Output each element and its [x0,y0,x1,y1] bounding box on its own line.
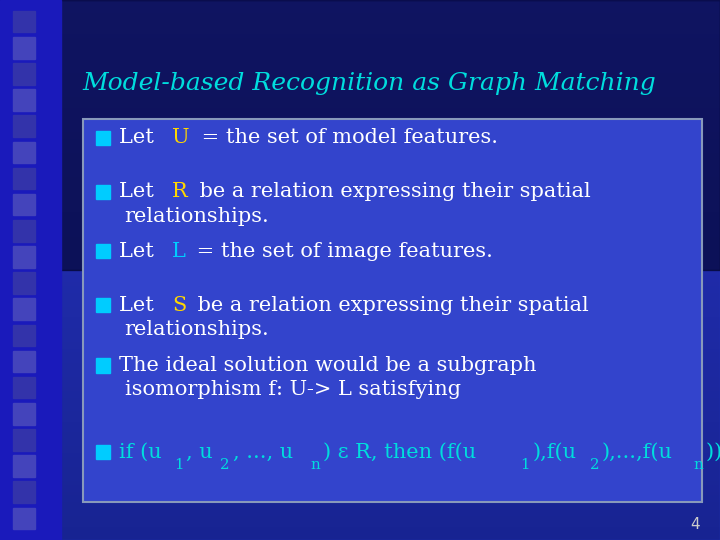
Text: 1: 1 [521,458,530,472]
Bar [96,131,110,145]
Text: if (u: if (u [119,442,161,462]
Bar [13,116,35,137]
Bar [0,0,720,270]
Text: Let: Let [119,241,161,261]
Text: 1: 1 [174,458,184,472]
Bar [13,350,35,372]
Bar [13,37,35,58]
Text: Let: Let [119,128,161,147]
Text: R: R [172,182,188,201]
Bar [13,325,35,346]
Text: 2: 2 [220,458,230,472]
Bar [13,194,35,215]
Text: n: n [310,458,320,472]
Text: relationships.: relationships. [125,206,269,226]
Bar [96,244,110,258]
Bar [13,141,35,163]
Bar [13,508,35,529]
Bar [96,359,110,373]
Bar [13,89,35,111]
Text: Model-based Recognition as Graph Matching: Model-based Recognition as Graph Matchin… [83,72,657,95]
Bar [13,299,35,320]
Bar [96,445,110,459]
Text: = the set of model features.: = the set of model features. [195,128,498,147]
Text: L: L [172,241,186,261]
Text: be a relation expressing their spatial: be a relation expressing their spatial [191,295,588,315]
Text: relationships.: relationships. [125,320,269,339]
Bar [13,455,35,477]
Bar [13,482,35,503]
Text: U: U [172,128,190,147]
Text: ),...,f(u: ),...,f(u [602,442,673,462]
Bar [96,298,110,312]
Text: n: n [693,458,703,472]
Bar [13,63,35,85]
Bar [83,119,702,502]
Text: ) ε R, then (f(u: ) ε R, then (f(u [323,442,476,462]
Text: Let: Let [119,295,161,315]
Text: 4: 4 [690,517,700,532]
Text: be a relation expressing their spatial: be a relation expressing their spatial [193,182,590,201]
Bar [96,185,110,199]
Bar [13,11,35,32]
Bar [13,220,35,241]
Bar [13,403,35,424]
Text: , u: , u [186,442,212,462]
Text: S: S [172,295,186,315]
Text: )) ε S: )) ε S [706,442,720,462]
Text: The ideal solution would be a subgraph: The ideal solution would be a subgraph [119,356,536,375]
Text: isomorphism f: U-> L satisfying: isomorphism f: U-> L satisfying [125,380,461,400]
Text: 2: 2 [590,458,599,472]
Text: = the set of image features.: = the set of image features. [190,241,493,261]
Text: Let: Let [119,182,161,201]
Bar [0,0,61,540]
Bar [13,272,35,294]
Text: , ..., u: , ..., u [233,442,293,462]
Bar [13,246,35,268]
Bar [13,429,35,451]
Bar [13,168,35,190]
Text: ),f(u: ),f(u [533,442,577,462]
Bar [13,377,35,399]
